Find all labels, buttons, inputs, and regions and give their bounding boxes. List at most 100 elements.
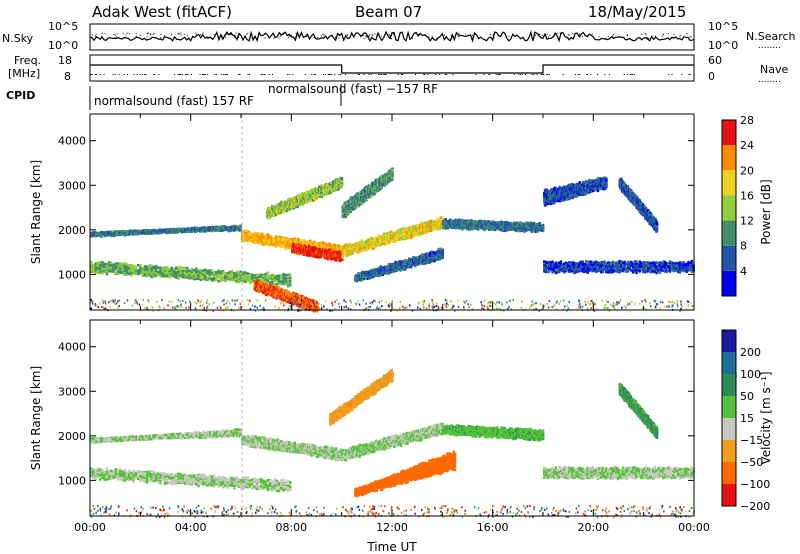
noise-search-dot <box>297 34 299 36</box>
beam-title: Beam 07 <box>355 3 422 21</box>
noise-search-dot <box>371 33 373 35</box>
data-cell <box>409 236 413 239</box>
data-cell <box>100 232 103 235</box>
data-cell <box>165 228 168 231</box>
data-cell <box>222 227 225 231</box>
data-cell <box>178 227 182 231</box>
data-cell <box>163 229 167 232</box>
nave-dot <box>313 74 315 75</box>
nave-dot <box>118 74 120 75</box>
nave-dot <box>114 74 116 75</box>
nave-dot <box>204 74 206 75</box>
nave-dot <box>495 74 497 75</box>
data-cell <box>239 226 242 230</box>
nave-dot <box>531 74 533 75</box>
data-cell <box>273 242 276 245</box>
data-cell <box>444 218 447 221</box>
noise-search-dot <box>654 35 656 37</box>
nave-dot <box>499 74 501 75</box>
noise-search-dot <box>378 33 380 35</box>
nave-dot <box>518 74 520 75</box>
nave-dot <box>202 74 203 75</box>
noise-search-dot <box>221 35 223 37</box>
noise-search-dot <box>381 35 383 37</box>
noise-search-dot <box>458 32 460 34</box>
noise-search-dot <box>201 36 203 38</box>
cpid-label: CPID <box>6 89 35 102</box>
nave-dot <box>158 74 160 75</box>
data-cell <box>111 231 115 235</box>
noise-search-dot <box>95 33 97 35</box>
data-cell <box>192 227 195 230</box>
data-cell <box>371 247 375 250</box>
data-cell <box>140 232 143 235</box>
data-cell <box>187 230 190 233</box>
nave-dot <box>220 74 222 75</box>
data-cell <box>190 230 194 233</box>
noise-search-dot <box>264 32 266 34</box>
data-cell <box>224 227 227 231</box>
data-cell <box>101 231 105 235</box>
noise-search-dot <box>541 34 543 36</box>
data-cell <box>217 225 220 229</box>
noise-search-dot <box>508 36 510 38</box>
nave-dot <box>206 74 208 75</box>
noise-search-dot <box>368 36 370 38</box>
noise-search-dot <box>609 37 611 39</box>
noise-search-dot <box>452 36 454 38</box>
noise-search-dot <box>153 33 155 35</box>
noise-search-dot <box>489 34 491 36</box>
data-cell <box>400 232 404 236</box>
noise-search-dot <box>200 34 201 36</box>
noise-search-dot <box>559 33 561 35</box>
data-cell <box>222 225 225 228</box>
nave-dot <box>184 74 186 75</box>
data-cell <box>219 225 222 229</box>
data-cell <box>90 232 93 236</box>
noise-search-dot <box>295 32 297 34</box>
nave-dot <box>345 74 347 75</box>
noise-search-dot <box>472 35 474 37</box>
noise-search-dot <box>651 35 653 37</box>
noise-search-dot <box>554 35 556 37</box>
noise-search-dot <box>225 34 227 36</box>
data-cell <box>120 232 123 236</box>
noise-search-dot <box>95 36 97 37</box>
noise-search-dot <box>338 37 340 39</box>
nave-dot <box>400 74 402 75</box>
nave-dot <box>145 74 147 75</box>
data-cell <box>143 229 147 233</box>
data-cell <box>518 229 521 233</box>
data-cell <box>185 228 188 231</box>
freq-line <box>90 64 694 74</box>
noise-trace <box>89 30 695 43</box>
noise-search-dot <box>471 37 473 39</box>
data-cell <box>153 229 157 233</box>
data-cell <box>199 229 202 233</box>
data-cell <box>385 242 388 245</box>
data-cell <box>239 224 242 227</box>
data-cell <box>432 227 435 230</box>
noise-search-dot <box>497 34 499 36</box>
data-cell <box>332 249 335 252</box>
noise-search-dot <box>414 32 416 34</box>
station-title: Adak West (fitACF) <box>92 3 232 21</box>
noise-search-dot <box>225 36 226 38</box>
data-cell <box>266 239 270 242</box>
data-cell <box>135 231 138 235</box>
nave-dot <box>123 74 125 75</box>
data-cell <box>289 237 292 241</box>
data-cell <box>158 228 162 231</box>
nave-dot <box>180 74 182 75</box>
noise-search-dot <box>365 35 367 37</box>
noise-search-dot <box>391 38 392 40</box>
data-cell <box>509 223 512 226</box>
data-cell <box>210 228 214 232</box>
data-cell <box>466 224 470 227</box>
noise-search-dot <box>667 33 669 35</box>
data-cell <box>155 230 158 233</box>
noise-search-dot <box>598 36 600 38</box>
data-cell <box>374 246 377 249</box>
nave-dot <box>368 74 370 75</box>
noise-search-dot <box>195 32 197 34</box>
